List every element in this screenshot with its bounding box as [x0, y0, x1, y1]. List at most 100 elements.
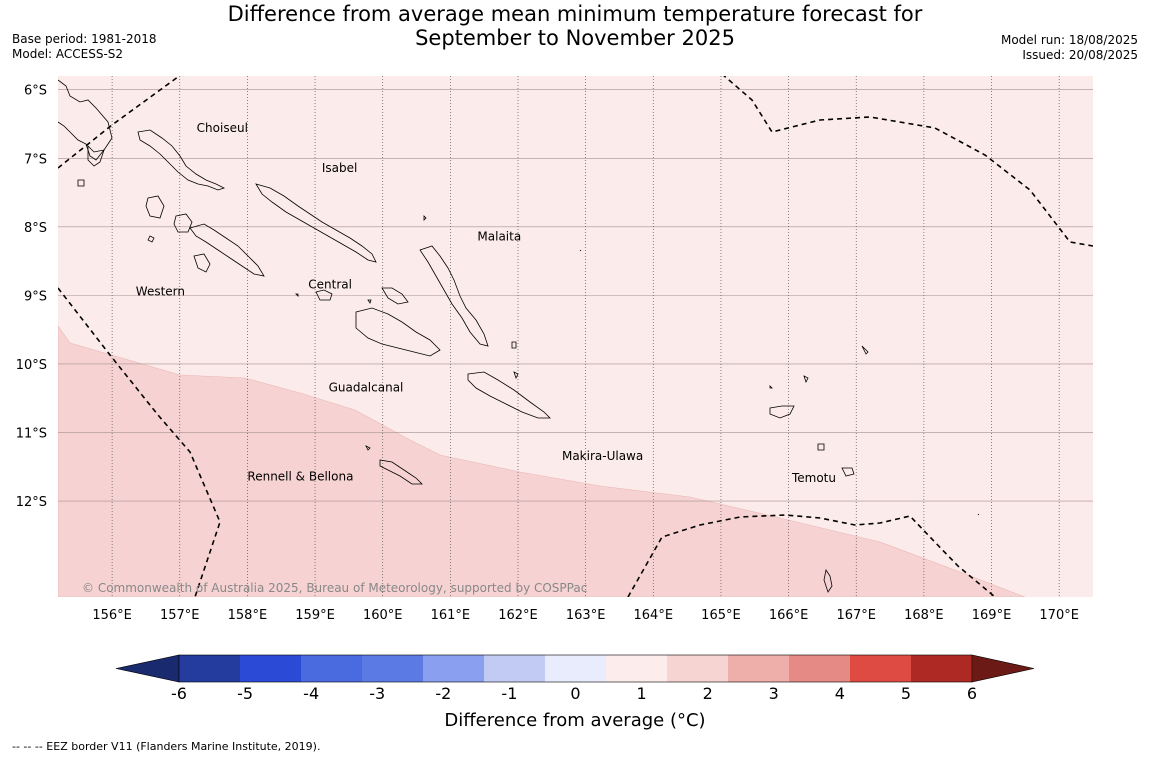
island-malaita: [419, 245, 489, 347]
eez-line-south: [627, 514, 996, 597]
colorbar-tick-label: 0: [570, 684, 581, 703]
colorbar-over-arrow: [971, 654, 1035, 683]
lat-tick-label: 9°S: [24, 289, 47, 304]
island-kolombangara: [173, 213, 193, 233]
colorbar-segment-10: [789, 655, 851, 682]
island-sikaiana: [579, 249, 582, 252]
colorbar-segment-8: [667, 655, 729, 682]
lon-tick-label: 163°E: [566, 608, 606, 623]
colorbar-tick-label: -4: [303, 684, 320, 703]
lat-tick-label: 6°S: [24, 84, 47, 99]
island-vanikoro: [841, 467, 855, 477]
copyright-notice: © Commonwealth of Australia 2025, Bureau…: [82, 581, 587, 595]
lat-tick-label: 8°S: [24, 221, 47, 236]
graticule: [58, 76, 1093, 597]
colorbar-under-arrow: [115, 654, 180, 683]
island-small-western: [147, 235, 155, 243]
colorbar-segment-5: [484, 655, 546, 682]
forecast-map: Choiseul Isabel Malaita Western Central Guada…: [16, 76, 1093, 623]
province-label-central: Central: [308, 278, 352, 292]
island-banks: [823, 568, 833, 593]
island-bougainville-south: [87, 145, 105, 167]
island-shortland: [77, 179, 85, 187]
island-ontong-java: [423, 215, 427, 221]
colorbar-segment-4: [423, 655, 485, 682]
island-new-georgia: [189, 223, 265, 277]
colorbar-segment-0: [179, 655, 241, 682]
island-vella-lavella: [145, 195, 165, 219]
colorbar-segment-12: [911, 655, 973, 682]
lon-tick-label: 164°E: [634, 608, 674, 623]
island-rennell: [379, 459, 423, 485]
island-small-central: [367, 299, 372, 304]
island-nggela: [381, 287, 409, 305]
lon-tick-label: 162°E: [498, 608, 538, 623]
colorbar-tick-label: 5: [900, 684, 911, 703]
lon-tick-label: 167°E: [836, 608, 876, 623]
province-label-rennell-bellona: Rennell & Bellona: [247, 469, 353, 483]
lon-tick-label: 168°E: [904, 608, 944, 623]
island-santa-ana: [513, 371, 519, 380]
lon-tick-label: 165°E: [701, 608, 741, 623]
province-label-malaita: Malaita: [477, 230, 521, 244]
title-line-2: September to November 2025: [415, 26, 735, 50]
lon-tick-label: 169°E: [972, 608, 1012, 623]
colorbar-tick-label: -3: [369, 684, 386, 703]
eez-border: [58, 76, 1093, 597]
island-nendo: [769, 405, 795, 419]
lon-tick-label: 159°E: [295, 608, 335, 623]
lat-tick-label: 11°S: [16, 426, 47, 441]
island-utupua: [817, 443, 825, 451]
model-run: Model run: 18/08/2025: [1000, 33, 1138, 47]
title-line-1: Difference from average mean minimum tem…: [227, 2, 923, 26]
island-guadalcanal: [355, 307, 441, 357]
colorbar-tick-label: 3: [768, 684, 779, 703]
island-reef: [769, 385, 773, 389]
island-rendova: [193, 253, 211, 273]
colorbar-tick-labels: -6 -5 -4 -3 -2 -1 0 1 2 3 4 5 6: [0, 684, 1150, 704]
island-russell: [315, 289, 333, 301]
lat-tick-label: 10°S: [16, 358, 47, 373]
island-tikopia: [977, 513, 980, 516]
colorbar-segment-3: [362, 655, 424, 682]
colorbar-tick-label: 6: [966, 684, 978, 703]
eez-line-nw: [58, 76, 181, 169]
colorbar-segment-1: [240, 655, 302, 682]
colorbar-tick-label: 2: [702, 684, 713, 703]
eez-line-ne: [723, 76, 1093, 247]
lat-tick-label: 12°S: [16, 495, 47, 510]
lon-tick-label: 166°E: [769, 608, 809, 623]
coastlines: [58, 79, 980, 593]
colorbar-segment-11: [850, 655, 912, 682]
colorbar-tick-label: -2: [435, 684, 452, 703]
latitude-tick-labels: 6°S 7°S 8°S 9°S 10°S 11°S 12°S: [16, 84, 47, 510]
colorbar-segment-9: [728, 655, 790, 682]
lon-tick-label: 158°E: [228, 608, 268, 623]
island-duff: [803, 375, 809, 384]
province-label-western: Western: [136, 284, 185, 298]
lon-tick-label: 170°E: [1039, 608, 1079, 623]
lon-tick-label: 157°E: [160, 608, 200, 623]
island-isabel: [255, 183, 377, 263]
island-makira: [467, 371, 551, 419]
lon-tick-label: 156°E: [92, 608, 132, 623]
meta-right: Model run: 18/08/2025 Issued: 20/08/2025: [1001, 33, 1138, 63]
province-label-choiseul: Choiseul: [197, 121, 248, 135]
colorbar-segment-7: [606, 655, 668, 682]
island-treasury: [295, 293, 299, 297]
colorbar-frame: [178, 654, 973, 683]
island-choiseul: [137, 129, 226, 191]
base-period: Base period: 1981-2018: [12, 32, 157, 46]
anomaly-region-1-to-2: [58, 325, 1026, 597]
model-name: Model: ACCESS-S2: [12, 47, 124, 61]
chart-title: Difference from average mean minimum tem…: [0, 2, 1150, 50]
colorbar-tick-label: 1: [636, 684, 647, 703]
province-label-guadalcanal: Guadalcanal: [329, 380, 404, 394]
lat-tick-label: 7°S: [24, 152, 47, 167]
colorbar-segment-6: [545, 655, 607, 682]
lon-tick-label: 160°E: [363, 608, 403, 623]
colorbar-tick-label: -6: [171, 684, 187, 703]
colorbar-segment-2: [301, 655, 363, 682]
issued-date: Issued: 20/08/2025: [1022, 48, 1138, 62]
province-labels: Choiseul Isabel Malaita Western Central Guada…: [136, 121, 836, 485]
